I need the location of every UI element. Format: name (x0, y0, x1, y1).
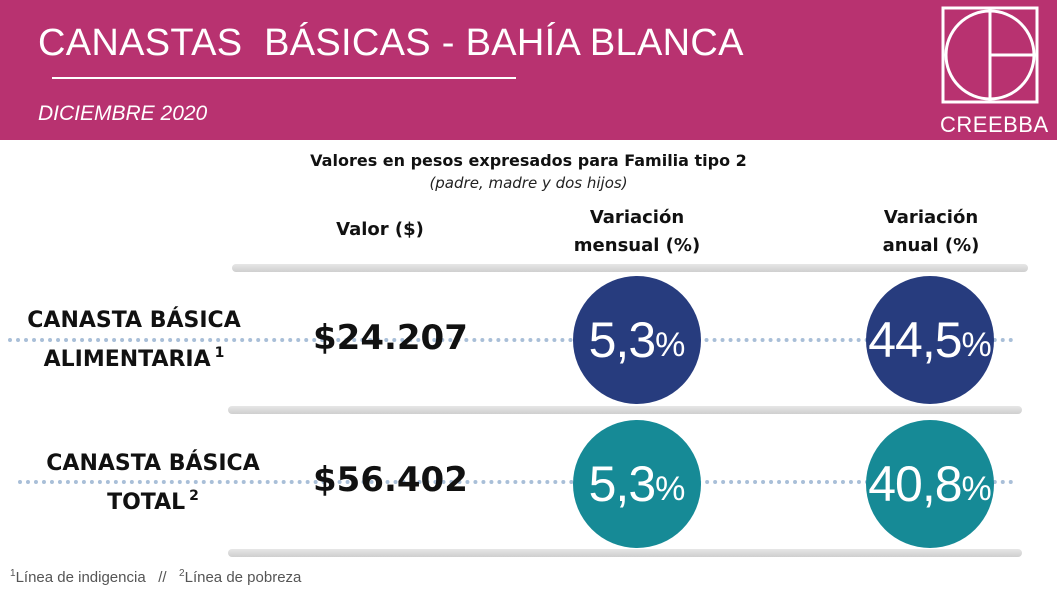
row-guide-total (18, 480, 1014, 484)
value-total: $56.402 (313, 460, 468, 500)
logo-wordmark: CREEBBA (940, 112, 1049, 137)
anual-badge-total: 40,8% (866, 420, 994, 548)
column-header-valor: Valor ($) (336, 219, 424, 240)
column-header-anual: Variación anual (%) (882, 207, 980, 256)
date-subtitle: DICIEMBRE 2020 (38, 102, 208, 125)
row-divider (228, 406, 1022, 414)
footnote-marker: 2 (189, 488, 199, 504)
family-description: Valores en pesos expresados para Familia… (310, 151, 747, 170)
bottom-divider (228, 549, 1022, 557)
creebba-logo-icon (941, 6, 1039, 104)
footnote-marker: 1 (214, 345, 225, 361)
row-guide-alimentaria (8, 338, 1014, 342)
column-header-mensual: Variación mensual (%) (573, 207, 701, 256)
footnotes: 1Línea de indigencia // 2Línea de pobrez… (10, 568, 302, 586)
header-banner: CANASTAS BÁSICAS - BAHÍA BLANCA DICIEMBR… (0, 0, 1057, 140)
row-label-total: CANASTA BÁSICA TOTAL 2 (46, 451, 260, 515)
family-composition: (padre, madre y dos hijos) (429, 174, 628, 192)
value-alimentaria: $24.207 (313, 318, 468, 358)
header-divider (232, 264, 1028, 272)
anual-badge-alimentaria: 44,5% (866, 276, 994, 404)
mensual-badge-alimentaria: 5,3% (573, 276, 701, 404)
page-title: CANASTAS BÁSICAS - BAHÍA BLANCA (38, 22, 744, 64)
mensual-badge-total: 5,3% (573, 420, 701, 548)
title-underline (52, 77, 516, 79)
row-label-alimentaria: CANASTA BÁSICA ALIMENTARIA 1 (27, 308, 241, 372)
